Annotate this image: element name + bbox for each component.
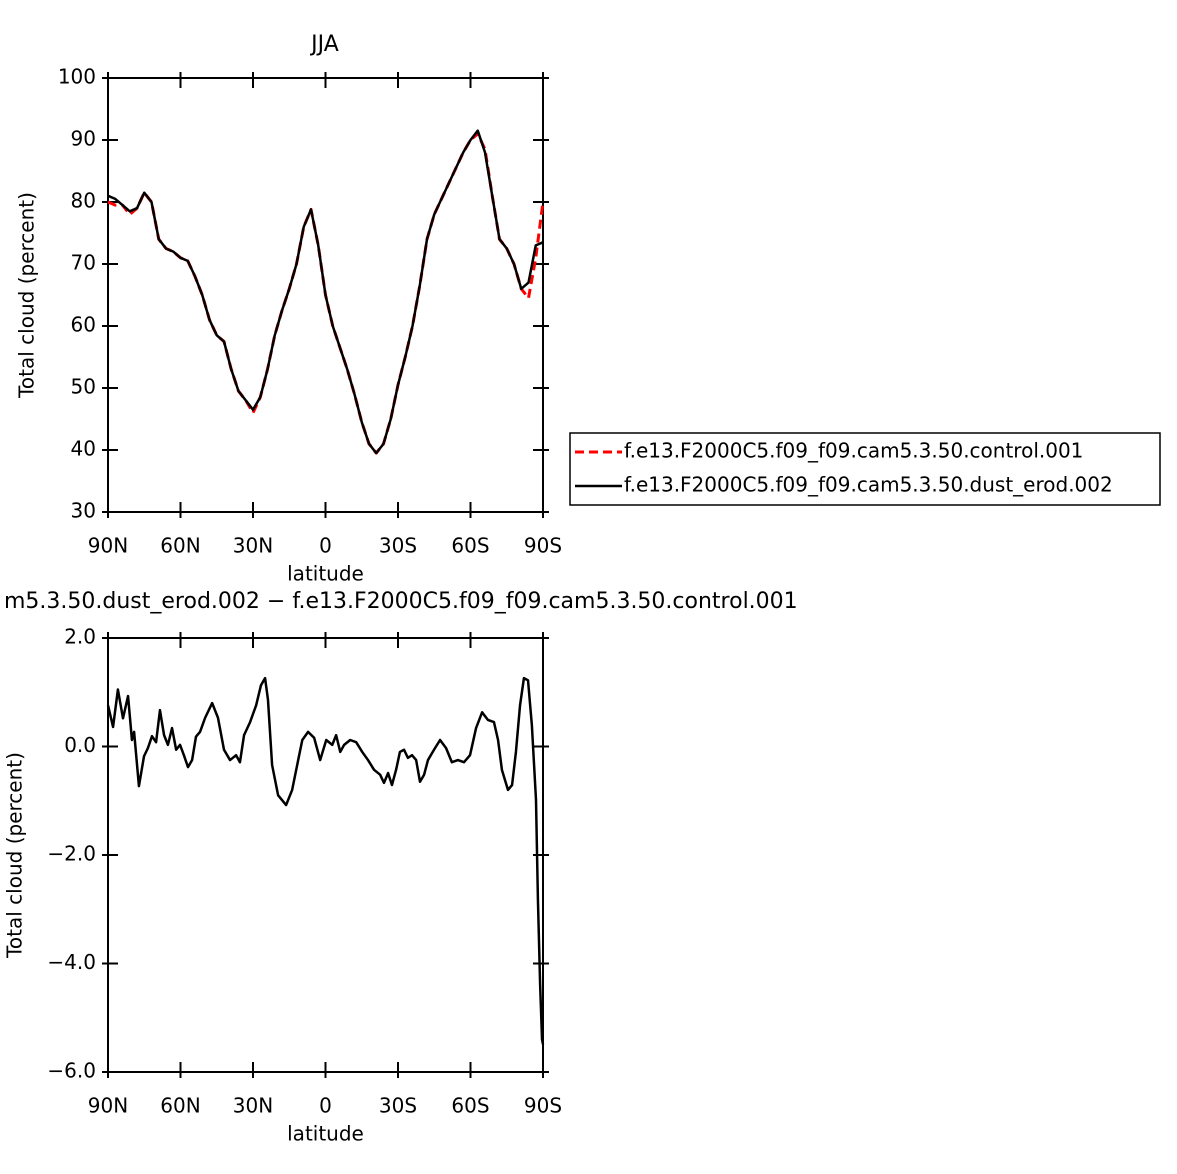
legend-label: f.e13.F2000C5.f09_f09.cam5.3.50.control.…	[624, 439, 1083, 463]
chart-title: JJA	[309, 32, 339, 57]
y-tick-label: 100	[58, 65, 96, 89]
x-tick-label: 90S	[524, 534, 562, 558]
data-line	[106, 676, 545, 1045]
chart-title: m5.3.50.dust_erod.002 − f.e13.F2000C5.f0…	[4, 589, 798, 614]
y-tick-label: 50	[71, 375, 96, 399]
legend-box	[569, 432, 1161, 506]
x-tick-label: 30N	[233, 1094, 273, 1118]
y-tick-label: 70	[71, 251, 96, 275]
x-axis-title: latitude	[287, 562, 364, 586]
y-tick-label: 30	[71, 499, 96, 523]
data-line	[107, 129, 544, 455]
y-tick-label: −6.0	[47, 1059, 96, 1083]
x-tick-label: 30S	[379, 534, 417, 558]
y-tick-label: 40	[71, 437, 96, 461]
x-tick-label: 90S	[524, 1094, 562, 1118]
y-tick-label: 0.0	[64, 733, 96, 757]
x-tick-label: 30S	[379, 1094, 417, 1118]
y-tick-label: −2.0	[47, 842, 96, 866]
y-tick-label: 90	[71, 127, 96, 151]
x-tick-label: 90N	[88, 1094, 128, 1118]
x-tick-label: 30N	[233, 534, 273, 558]
x-tick-label: 0	[319, 534, 332, 558]
x-axis-title: latitude	[287, 1122, 364, 1146]
y-tick-label: 60	[71, 313, 96, 337]
y-tick-label: −4.0	[47, 950, 96, 974]
x-tick-label: 60N	[160, 534, 200, 558]
x-tick-label: 60N	[160, 1094, 200, 1118]
y-tick-label: 80	[71, 189, 96, 213]
x-tick-label: 60S	[451, 534, 489, 558]
y-axis-title: Total cloud (percent)	[3, 752, 27, 959]
x-tick-label: 0	[319, 1094, 332, 1118]
x-tick-label: 90N	[88, 534, 128, 558]
plot-frame	[107, 637, 544, 1073]
legend-label: f.e13.F2000C5.f09_f09.cam5.3.50.dust_ero…	[624, 473, 1113, 497]
y-axis-title: Total cloud (percent)	[15, 192, 39, 399]
y-tick-label: 2.0	[64, 625, 96, 649]
x-tick-label: 60S	[451, 1094, 489, 1118]
